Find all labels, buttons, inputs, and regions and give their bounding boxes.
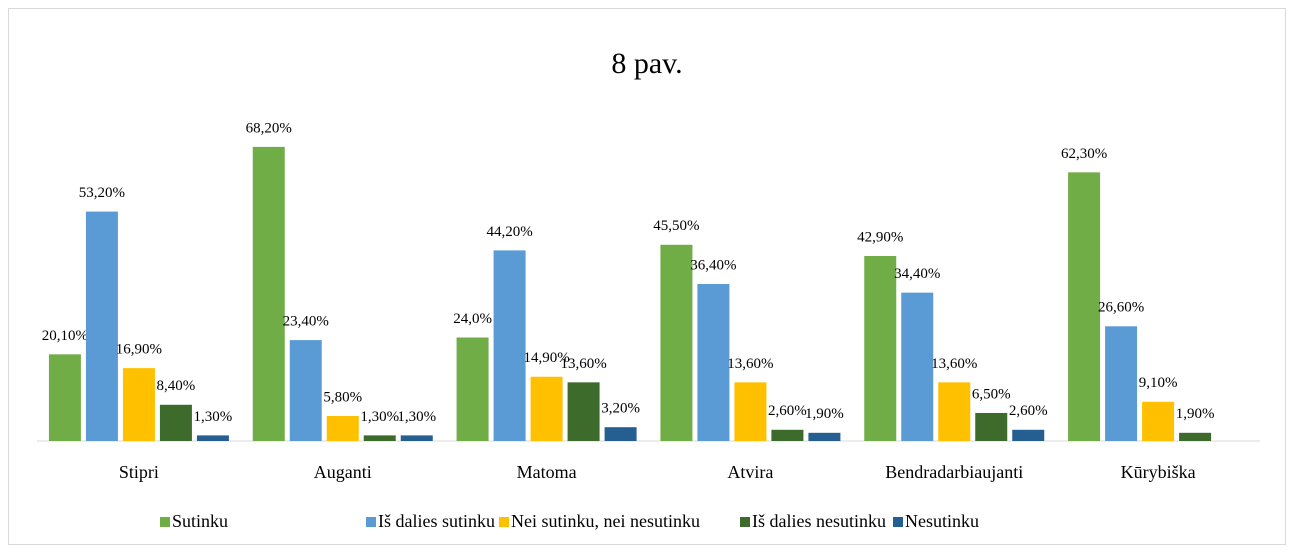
bar [734,382,767,441]
legend-label: Nesutinku [905,511,979,531]
data-label: 23,40% [283,314,329,330]
bar [567,382,600,441]
legend-swatch [366,517,376,527]
data-label: 62,30% [1061,146,1107,162]
data-label: 20,10% [42,328,88,344]
x-tick-label: Matoma [517,462,577,482]
data-label: 1,30% [194,409,233,425]
bar [252,146,285,441]
bar [493,250,526,441]
bar [122,368,155,441]
data-label: 42,90% [857,229,903,245]
bar [604,427,637,441]
legend-label: Iš dalies sutinku [378,511,495,531]
x-tick-label: Bendradarbiaujanti [885,462,1023,482]
legend-label: Nei sutinku, nei nesutinku [511,511,700,531]
data-label: 26,60% [1098,300,1144,316]
bar [196,435,229,441]
bar [1012,429,1045,441]
data-label: 13,60% [727,356,773,372]
data-label: 1,90% [805,406,844,422]
data-label: 6,50% [972,386,1011,402]
x-tick-label: Kūrybiška [1121,462,1196,482]
data-label: 1,30% [397,409,436,425]
data-label: 2,60% [1009,403,1048,419]
bar [363,435,396,441]
bar [938,382,971,441]
data-label: 13,60% [931,356,977,372]
data-label: 14,90% [523,350,569,366]
legend-swatch [499,517,509,527]
bar [1142,401,1175,441]
data-label: 53,20% [79,185,125,201]
bar [771,429,804,441]
data-label: 1,30% [360,409,399,425]
bar [901,292,934,441]
legend-swatch [893,517,903,527]
bar [289,340,322,441]
data-label: 24,0% [453,311,492,327]
data-label: 16,90% [116,342,162,358]
data-label: 1,90% [1176,406,1215,422]
bar [1068,172,1101,442]
bar [864,255,897,441]
data-label: 13,60% [560,356,606,372]
bar [660,244,693,441]
data-label: 36,40% [690,257,736,273]
data-label: 68,20% [246,120,292,136]
bar [326,415,359,441]
bar [697,284,730,441]
bar [400,435,433,441]
legend-swatch [160,517,170,527]
bar [530,376,563,441]
x-tick-label: Auganti [314,462,372,482]
bar [85,211,118,441]
bar [1105,326,1138,441]
bar [159,404,192,441]
legend-label: Sutinku [172,511,228,531]
bar [456,337,489,441]
data-label: 8,40% [157,378,196,394]
data-label: 44,20% [486,224,532,240]
chart-title: 8 pav. [611,47,682,80]
legend-label: Iš dalies nesutinku [752,511,886,531]
data-label: 34,40% [894,266,940,282]
data-label: 2,60% [768,403,807,419]
bar [808,432,841,441]
bar [975,412,1008,441]
data-label: 45,50% [653,218,699,234]
data-label: 3,20% [601,401,640,417]
x-tick-label: Atvira [727,462,773,482]
data-label: 9,10% [1139,375,1178,391]
data-label: 5,80% [323,389,362,405]
x-tick-label: Stipri [119,462,159,482]
bar [1179,432,1212,441]
bar [48,354,81,441]
legend-swatch [740,517,750,527]
